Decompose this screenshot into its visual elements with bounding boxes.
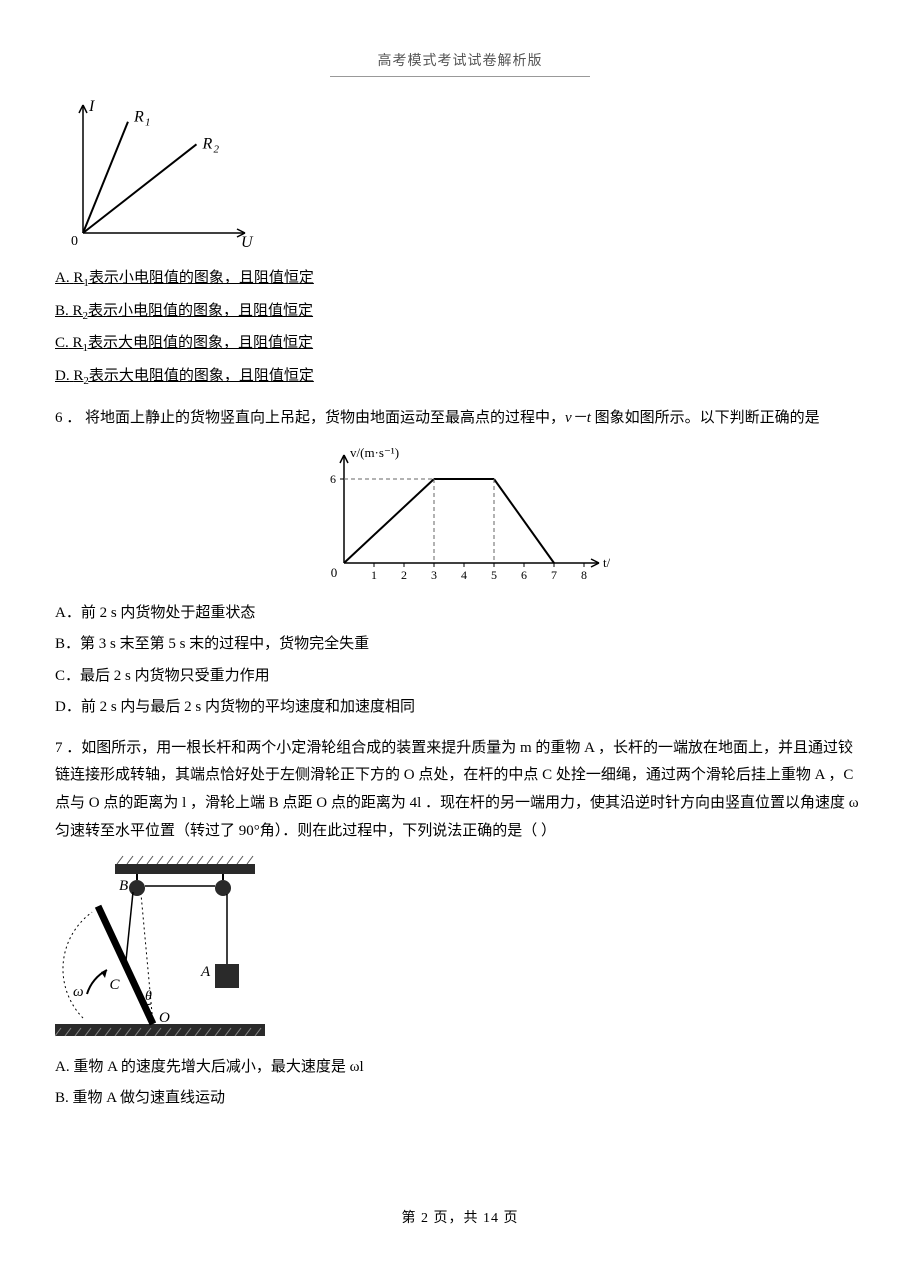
svg-text:C: C [110, 977, 121, 993]
q5-optD-link[interactable]: D. R2表示大电阻值的图象，且阻值恒定 [55, 368, 314, 384]
q5-optA-link[interactable]: A. R1表示小电阻值的图象，且阻值恒定 [55, 270, 314, 286]
q5-graph: IU0R1R2 [55, 95, 865, 260]
svg-text:3: 3 [431, 568, 437, 582]
q7-optA-text: 重物 A 的速度先增大后减小，最大速度是 ωl [73, 1059, 363, 1075]
q6-svg: 1 2 3 4 5 6 7 8 6 v/(m·s⁻¹) t/s 0 [310, 441, 610, 591]
q7-optB-text: 重物 A 做匀速直线运动 [73, 1090, 226, 1106]
q5-svg: IU0R1R2 [55, 95, 255, 255]
optB-text: 表示小电阻值的图象，且阻值恒定 [88, 303, 313, 319]
svg-text:5: 5 [491, 568, 497, 582]
svg-text:ω: ω [73, 984, 84, 1000]
q7-diagram: B A C Oθ ω [55, 854, 865, 1049]
svg-text:R: R [133, 109, 144, 126]
svg-text:7: 7 [551, 568, 557, 582]
svg-text:0: 0 [71, 234, 78, 249]
svg-text:8: 8 [581, 568, 587, 582]
svg-text:O: O [159, 1010, 170, 1026]
svg-text:θ: θ [145, 989, 152, 1004]
svg-text:2: 2 [401, 568, 407, 582]
svg-text:1: 1 [145, 117, 151, 129]
q7-option-b: B. 重物 A 做匀速直线运动 [55, 1086, 865, 1112]
svg-text:0: 0 [331, 565, 338, 580]
q5-option-c: C. R1表示大电阻值的图象，且阻值恒定 [55, 331, 865, 358]
q7-svg: B A C Oθ ω [55, 854, 265, 1044]
header-underline [330, 76, 590, 77]
optD-r: R [73, 368, 83, 384]
q5-option-a: A. R1表示小电阻值的图象，且阻值恒定 [55, 266, 865, 293]
page-header: 高考模式考试试卷解析版 [55, 50, 865, 70]
q6-stem: 6 ． 将地面上静止的货物竖直向上吊起，货物由地面运动至最高点的过程中，v－t … [55, 405, 865, 433]
q5-optB-link[interactable]: B. R2表示小电阻值的图象，且阻值恒定 [55, 303, 313, 319]
svg-text:v/(m·s⁻¹): v/(m·s⁻¹) [350, 445, 399, 460]
q5-optC-link[interactable]: C. R1表示大电阻值的图象，且阻值恒定 [55, 335, 313, 351]
footer-page: 2 [421, 1211, 429, 1226]
optA-prefix: A. [55, 270, 70, 286]
optC-text: 表示大电阻值的图象，且阻值恒定 [88, 335, 313, 351]
svg-text:U: U [241, 234, 254, 251]
svg-text:t/s: t/s [603, 555, 610, 570]
q7-option-a: A. 重物 A 的速度先增大后减小，最大速度是 ωl [55, 1055, 865, 1081]
svg-text:I: I [88, 98, 95, 115]
optC-r: R [73, 335, 83, 351]
q6-option-c: C．最后 2 s 内货物只受重力作用 [55, 664, 865, 690]
q5-option-b: B. R2表示小电阻值的图象，且阻值恒定 [55, 299, 865, 326]
optB-prefix: B. [55, 303, 69, 319]
q6-option-d: D．前 2 s 内与最后 2 s 内货物的平均速度和加速度相同 [55, 695, 865, 721]
q6-vt: v－t [565, 410, 591, 426]
q6-num: 6 ． [55, 410, 81, 426]
optB-r: R [73, 303, 83, 319]
q6-stem-p1: 将地面上静止的货物竖直向上吊起，货物由地面运动至最高点的过程中， [85, 410, 565, 426]
q6-option-b: B．第 3 s 末至第 5 s 末的过程中，货物完全失重 [55, 632, 865, 658]
page-footer: 第 2 页，共 14 页 [0, 1207, 920, 1227]
q6-stem-p2: 图象如图所示。以下判断正确的是 [591, 410, 820, 426]
q7-text: 如图所示，用一根长杆和两个小定滑轮组合成的装置来提升质量为 m 的重物 A ，长… [55, 740, 859, 839]
svg-text:2: 2 [213, 143, 219, 155]
optD-prefix: D. [55, 368, 70, 384]
svg-text:B: B [119, 878, 128, 894]
footer-mid: 页，共 [429, 1211, 483, 1226]
svg-text:6: 6 [330, 472, 336, 486]
page-container: 高考模式考试试卷解析版 IU0R1R2 A. R1表示小电阻值的图象，且阻值恒定… [0, 0, 920, 1148]
optD-text: 表示大电阻值的图象，且阻值恒定 [89, 368, 314, 384]
svg-text:1: 1 [371, 568, 377, 582]
q7-stem: 7 ．如图所示，用一根长杆和两个小定滑轮组合成的装置来提升质量为 m 的重物 A… [55, 735, 865, 846]
q6-option-a: A．前 2 s 内货物处于超重状态 [55, 601, 865, 627]
q7-optA-prefix: A. [55, 1059, 70, 1075]
footer-prefix: 第 [402, 1211, 422, 1226]
footer-total: 14 [483, 1211, 499, 1226]
q7-num: 7 ． [55, 740, 81, 756]
svg-text:R: R [201, 135, 212, 152]
q6-graph: 1 2 3 4 5 6 7 8 6 v/(m·s⁻¹) t/s 0 [55, 441, 865, 591]
svg-text:4: 4 [461, 568, 467, 582]
footer-suffix: 页 [499, 1211, 519, 1226]
svg-text:6: 6 [521, 568, 527, 582]
optA-r: R [73, 270, 83, 286]
optC-prefix: C. [55, 335, 69, 351]
q5-option-d: D. R2表示大电阻值的图象，且阻值恒定 [55, 364, 865, 391]
svg-text:A: A [200, 964, 211, 980]
optA-text: 表示小电阻值的图象，且阻值恒定 [89, 270, 314, 286]
q7-optB-prefix: B. [55, 1090, 69, 1106]
